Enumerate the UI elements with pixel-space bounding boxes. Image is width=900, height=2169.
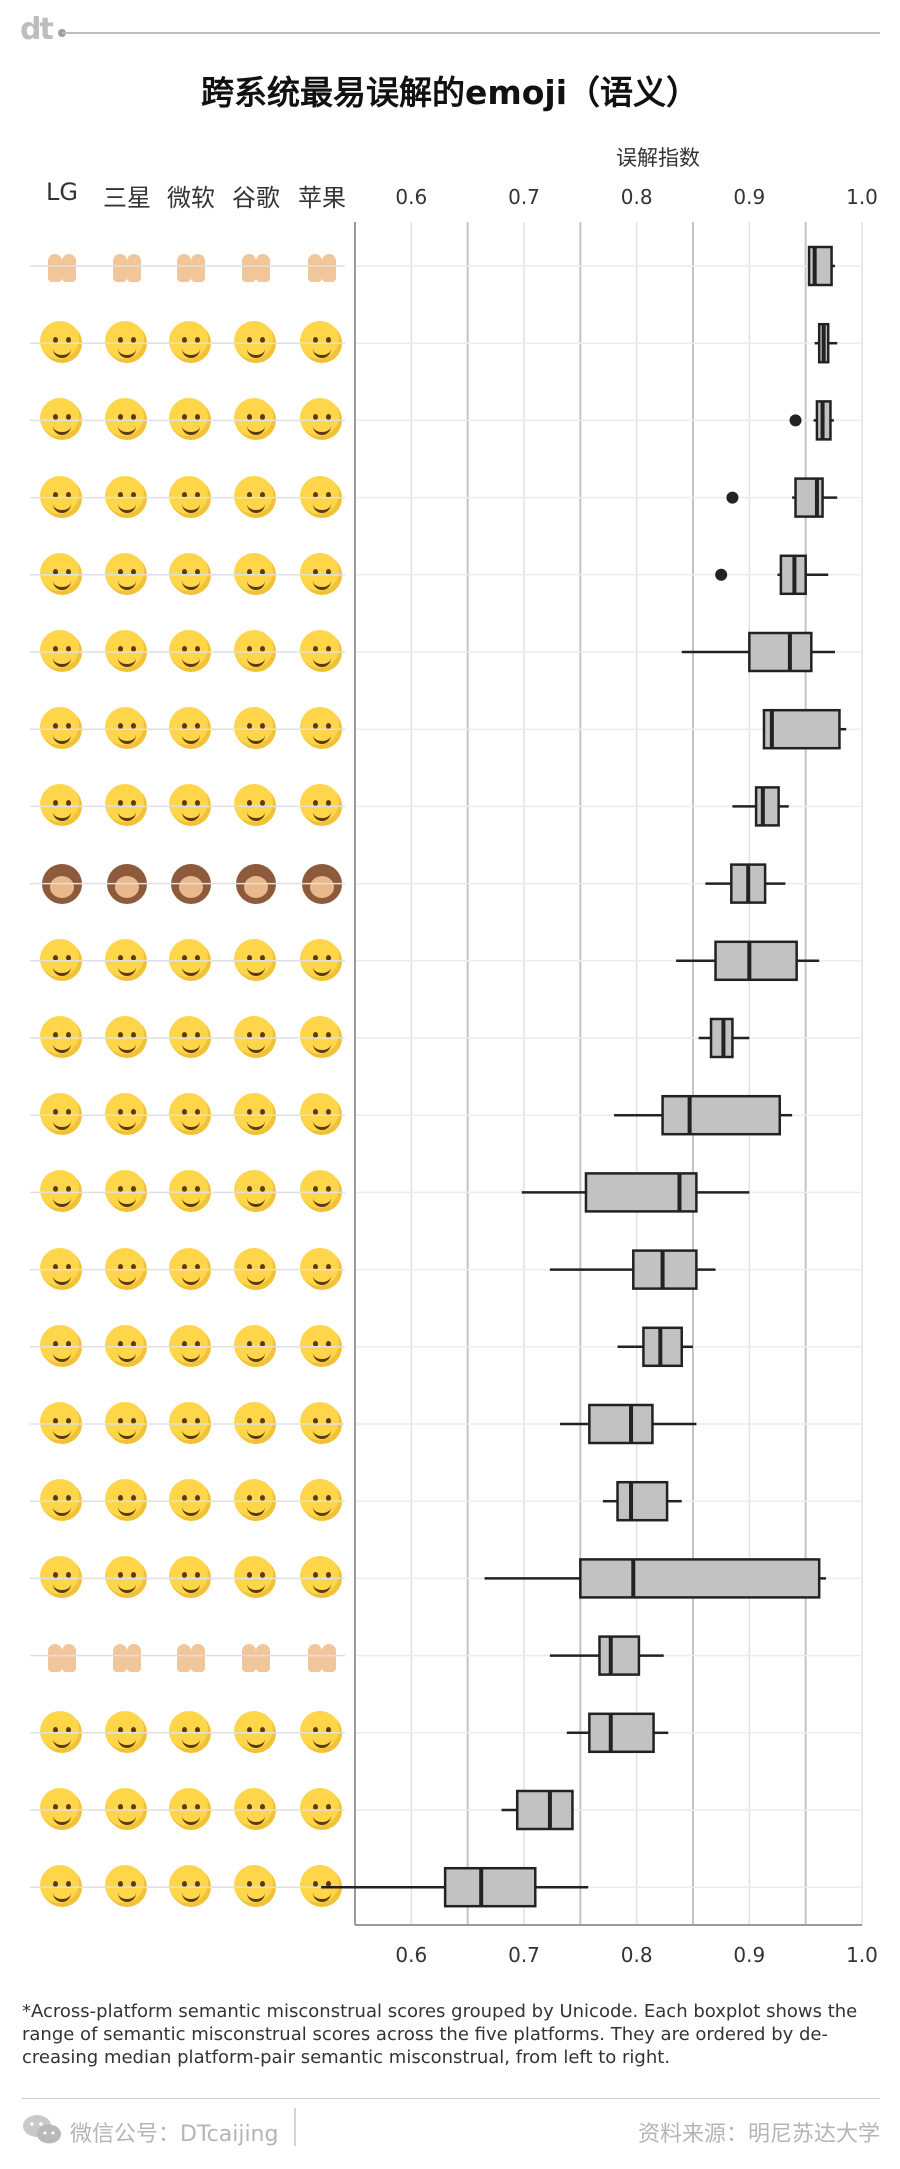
raising-hands-icon xyxy=(300,244,344,288)
face-savoring-food-icon xyxy=(300,475,342,518)
platform-label-google: 谷歌 xyxy=(232,184,280,212)
footer-divider xyxy=(294,2108,296,2146)
box-iqr xyxy=(588,1403,654,1445)
box-iqr xyxy=(714,940,798,982)
box-iqr xyxy=(515,1789,574,1831)
x-axis-label: 误解指数 xyxy=(616,146,700,170)
x-tick-label-bottom: 1.0 xyxy=(846,1943,878,1967)
platform-label-samsung: 三星 xyxy=(103,184,151,212)
box-iqr xyxy=(598,1635,641,1676)
x-tick-label-top: 0.7 xyxy=(508,185,540,209)
x-tick-label-top: 0.8 xyxy=(621,185,653,209)
footer-rule xyxy=(22,2098,880,2099)
raising-hands-icon xyxy=(105,244,149,288)
box-iqr xyxy=(661,1094,782,1136)
wechat-icon xyxy=(23,2115,61,2144)
platform-label-apple: 苹果 xyxy=(298,184,346,212)
outlier-point xyxy=(726,491,739,504)
data-source: 资料来源：明尼苏达大学 xyxy=(637,2122,880,2147)
folded-hands-icon xyxy=(300,1634,344,1678)
raising-hands-icon xyxy=(40,244,84,288)
box-iqr xyxy=(443,1866,537,1908)
footnote: *Across-platform semantic misconstrual s… xyxy=(22,2001,858,2068)
x-tick-label-bottom: 0.6 xyxy=(395,1943,427,1967)
loudly-crying-face-icon xyxy=(300,1324,342,1367)
box-iqr xyxy=(632,1249,698,1290)
raising-hands-icon xyxy=(234,244,278,288)
raising-hands-icon xyxy=(169,244,213,288)
folded-hands-icon xyxy=(105,1634,149,1678)
box-iqr xyxy=(754,786,780,827)
box-iqr xyxy=(588,1712,655,1754)
box-iqr xyxy=(579,1558,821,1599)
x-tick-label-bottom: 0.9 xyxy=(733,1943,765,1967)
header-rule xyxy=(62,32,880,34)
x-tick-label-bottom: 0.7 xyxy=(508,1943,540,1967)
face-savoring-food-icon xyxy=(105,475,147,518)
box-iqr xyxy=(642,1326,683,1368)
folded-hands-icon xyxy=(234,1634,278,1678)
x-tick-label-top: 1.0 xyxy=(846,185,878,209)
platform-label-lg: LG xyxy=(46,178,78,206)
dt-logo: dt xyxy=(20,12,54,47)
grinning-smiling-eyes-face-icon xyxy=(105,630,147,672)
outlier-point xyxy=(789,414,802,427)
boxplot-chart: 0.6 0.6 0.7 0.7 0.8 0.8 0.9 0.9 1.0 1.0 xyxy=(30,185,878,1967)
platform-label-microsoft: 微软 xyxy=(167,184,215,212)
crying-face-icon xyxy=(234,1788,276,1830)
chart-title: 跨系统最易误解的emoji（语义） xyxy=(200,73,700,112)
box-iqr xyxy=(762,708,841,750)
crying-face-icon xyxy=(300,1788,342,1830)
outlier-point xyxy=(715,568,728,581)
box-iqr xyxy=(616,1480,669,1522)
squinting-laughing-face-icon xyxy=(105,552,147,595)
wechat-account: 微信公号：DTcaijing xyxy=(70,2122,279,2147)
screaming-in-fear-face-icon xyxy=(105,1093,147,1136)
folded-hands-icon xyxy=(40,1634,84,1678)
box-iqr xyxy=(807,245,833,287)
x-tick-label-top: 0.6 xyxy=(395,185,427,209)
x-tick-label-bottom: 0.8 xyxy=(621,1943,653,1967)
crying-face-icon xyxy=(105,1788,147,1830)
sunglasses-face-icon xyxy=(40,1402,82,1444)
x-tick-label-top: 0.9 xyxy=(733,185,765,209)
folded-hands-icon xyxy=(169,1634,213,1678)
box-iqr xyxy=(748,631,813,673)
